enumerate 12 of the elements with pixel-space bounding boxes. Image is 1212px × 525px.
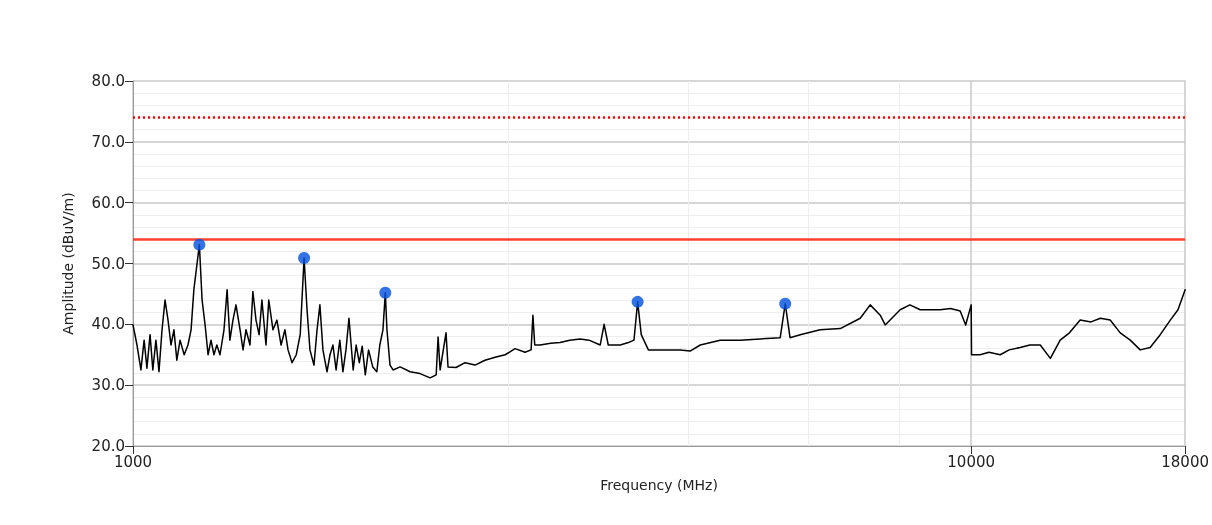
x-tick-label: 1000 (113, 452, 153, 471)
y-tick-label: 20.0 (91, 437, 125, 455)
y-tick-label: 40.0 (91, 315, 125, 334)
x-tick-label: 18000 (1161, 452, 1209, 471)
y-tick-label: 70.0 (91, 132, 125, 151)
y-tick-label: 50.0 (91, 254, 125, 273)
y-tick-label: 60.0 (91, 193, 125, 212)
y-axis-title: Amplitude (dBuV/m) (60, 192, 76, 335)
y-tick-label: 30.0 (91, 376, 125, 395)
x-axis-title: Frequency (MHz) (600, 477, 718, 493)
x-tick-label: 10000 (947, 452, 996, 471)
y-tick-label: 80.0 (91, 72, 125, 90)
